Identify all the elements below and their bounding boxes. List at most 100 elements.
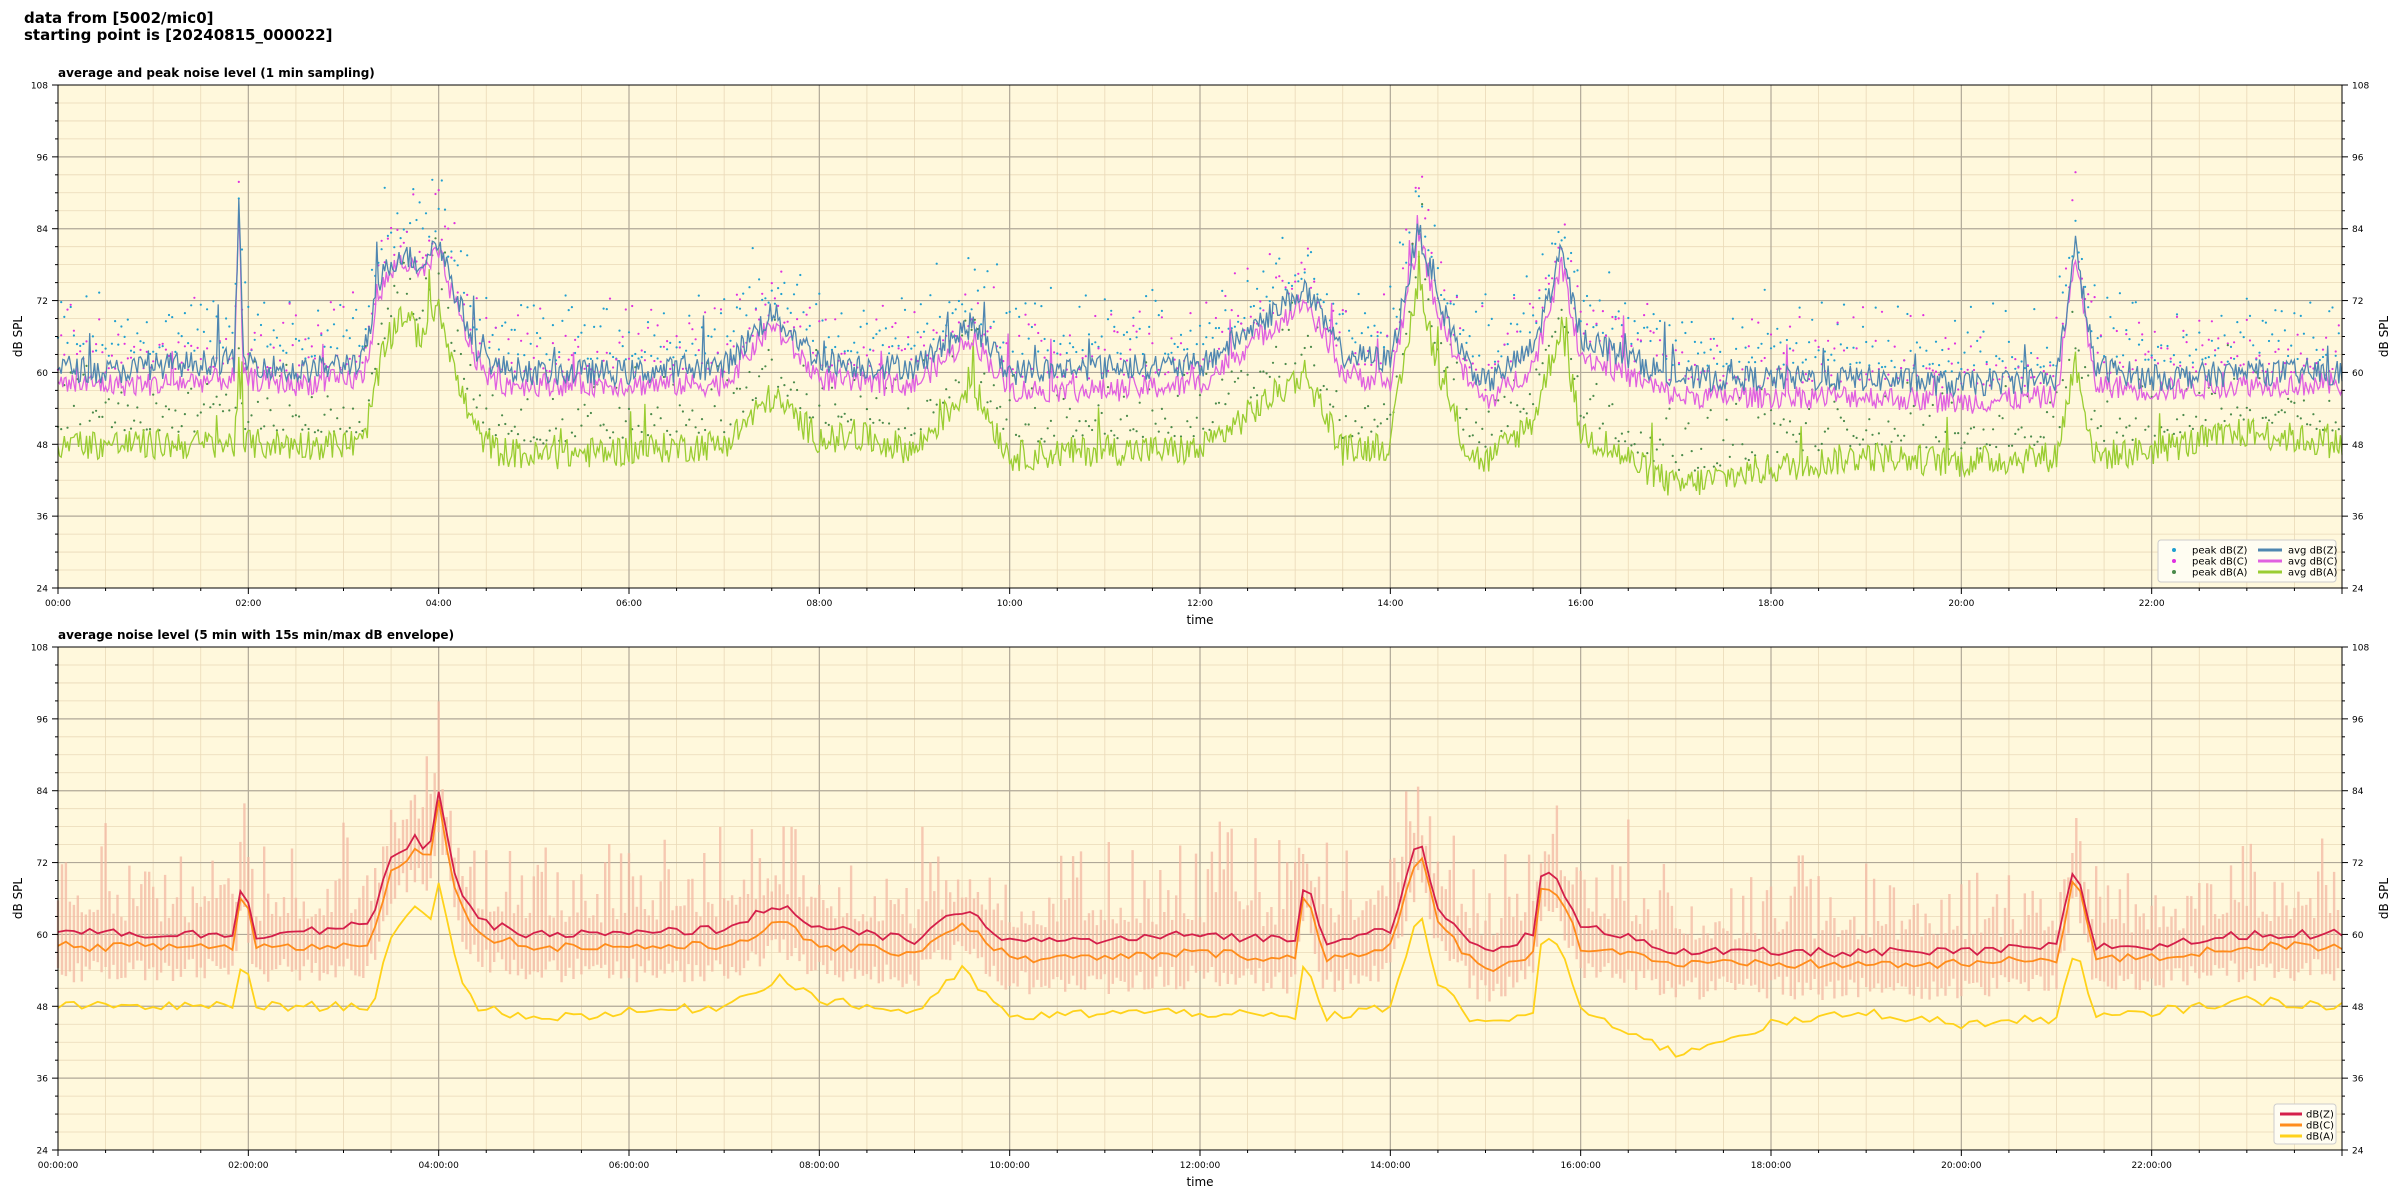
peak-point: [1284, 288, 1287, 291]
peak-point: [1855, 436, 1858, 439]
y-tick-label: 48: [37, 1003, 49, 1013]
peak-point: [2188, 424, 2191, 428]
peak-point: [891, 325, 894, 328]
peak-point: [1309, 286, 1313, 289]
x-tick-label: 20:00: [1948, 599, 1974, 609]
peak-point: [1760, 359, 1763, 362]
peak-point: [199, 357, 202, 361]
peak-point: [1922, 365, 1925, 368]
peak-point: [1865, 373, 1868, 376]
peak-point: [361, 429, 364, 432]
peak-point: [2134, 301, 2137, 304]
peak-point: [1957, 361, 1960, 364]
peak-point: [440, 238, 443, 241]
peak-point: [976, 302, 980, 305]
peak-point: [1662, 443, 1665, 446]
peak-point: [193, 296, 196, 299]
peak-point: [983, 286, 986, 289]
x-tick-label: 10:00: [997, 599, 1023, 609]
peak-point: [1363, 312, 1367, 315]
peak-point: [726, 335, 729, 338]
peak-point: [1440, 293, 1443, 297]
peak-point: [1903, 434, 1906, 437]
peak-point: [510, 328, 513, 331]
peak-point: [704, 428, 707, 432]
peak-point: [1173, 342, 1176, 345]
peak-point: [2261, 416, 2264, 420]
peak-point: [570, 306, 574, 309]
y-tick-label-right: 36: [2352, 1075, 2364, 1085]
page-header: data from [5002/mic0] starting point is …: [24, 10, 332, 44]
peak-point: [1808, 407, 1811, 411]
peak-point: [2293, 401, 2296, 404]
peak-point: [1801, 361, 1804, 364]
peak-point: [1782, 418, 1785, 421]
peak-point: [1544, 277, 1547, 280]
peak-point: [627, 357, 631, 360]
peak-point: [1198, 394, 1202, 397]
peak-point: [1278, 375, 1281, 378]
peak-point: [466, 293, 469, 296]
peak-point: [1249, 396, 1252, 399]
peak-point: [2052, 364, 2055, 367]
peak-point: [922, 344, 926, 347]
peak-point: [1322, 384, 1325, 388]
peak-point: [396, 212, 399, 215]
peak-point: [2150, 356, 2153, 359]
peak-point: [1373, 418, 1376, 421]
peak-point: [1893, 345, 1896, 348]
peak-point: [443, 251, 447, 254]
peak-point: [995, 407, 999, 410]
peak-point: [881, 304, 884, 307]
peak-point: [269, 343, 272, 346]
x-tick-label: 16:00:00: [1560, 1161, 1601, 1171]
peak-point: [2248, 339, 2252, 342]
peak-point: [1887, 420, 1890, 423]
peak-point: [1214, 327, 1217, 330]
peak-point: [1033, 302, 1037, 305]
peak-point: [1132, 316, 1135, 319]
peak-point: [1268, 300, 1271, 303]
peak-point: [1265, 372, 1268, 375]
peak-point: [564, 334, 567, 337]
peak-point: [2023, 436, 2026, 439]
peak-point: [1551, 335, 1554, 338]
peak-point: [551, 324, 555, 327]
peak-point: [275, 336, 278, 339]
peak-point: [1005, 418, 1008, 421]
peak-point: [1614, 315, 1617, 318]
peak-point: [2293, 312, 2296, 315]
peak-point: [850, 418, 853, 421]
peak-point: [2099, 425, 2102, 428]
x-tick-label: 20:00:00: [1941, 1161, 1982, 1171]
peak-point: [688, 418, 691, 421]
peak-point: [462, 377, 466, 380]
peak-point: [2163, 359, 2166, 362]
peak-point: [2122, 365, 2125, 368]
y-tick-label: 108: [31, 82, 48, 92]
peak-point: [225, 393, 228, 396]
peak-point: [681, 410, 685, 413]
peak-point: [1256, 394, 1259, 397]
peak-point: [2220, 314, 2223, 317]
peak-point: [1040, 437, 1043, 440]
peak-point: [1776, 327, 1779, 330]
peak-point: [196, 328, 199, 331]
peak-point: [1278, 275, 1281, 278]
peak-point: [2036, 357, 2039, 360]
peak-point: [2007, 444, 2010, 447]
peak-point: [2296, 415, 2299, 418]
peak-point: [1582, 299, 1585, 302]
peak-point: [1849, 444, 1852, 448]
peak-point: [2296, 357, 2299, 361]
peak-point: [415, 318, 418, 321]
peak-point: [453, 259, 456, 262]
peak-point: [764, 303, 767, 306]
peak-point: [1164, 417, 1167, 420]
peak-point: [1563, 223, 1566, 226]
peak-point: [1535, 321, 1538, 325]
peak-point: [1116, 331, 1119, 334]
peak-point: [279, 344, 282, 347]
peak-point: [1357, 292, 1360, 296]
peak-point: [1636, 332, 1639, 335]
